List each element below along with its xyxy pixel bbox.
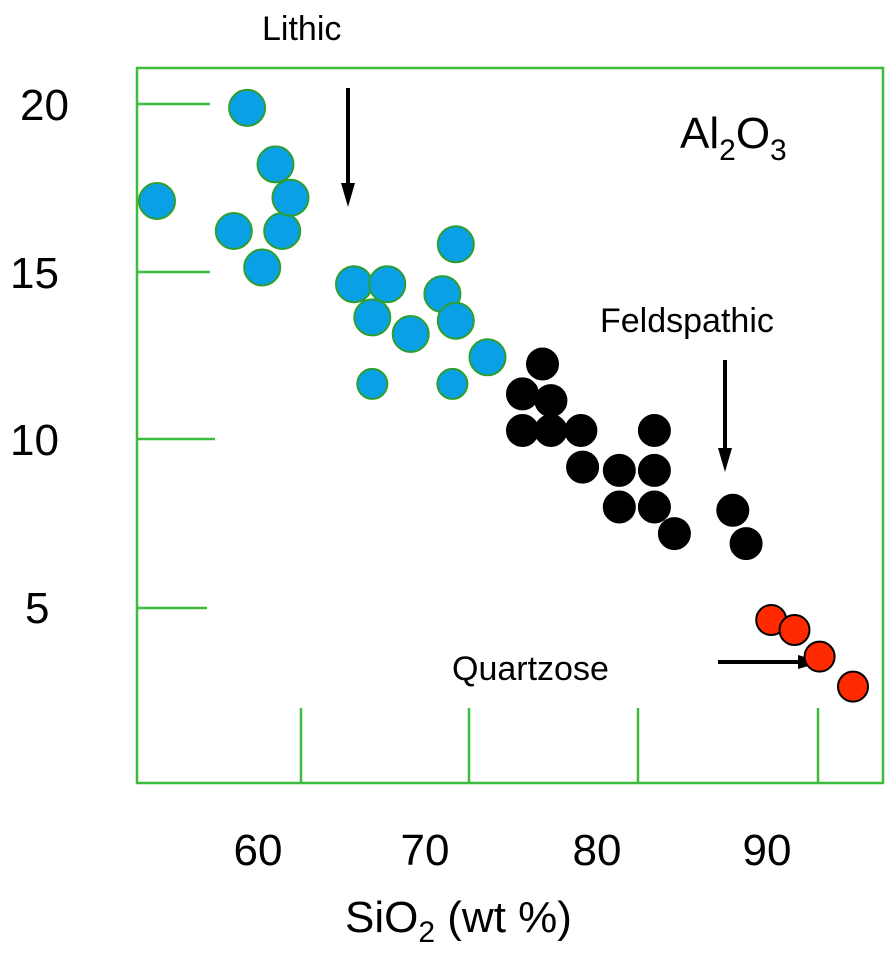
point-feldspathic-10 xyxy=(637,453,671,487)
point-lithic-7 xyxy=(335,265,373,304)
point-quartzose-2 xyxy=(803,640,836,673)
point-lithic-15 xyxy=(436,367,469,400)
inset-label-sub2: 3 xyxy=(770,134,787,167)
point-lithic-1 xyxy=(214,212,253,250)
x-tick-label-60: 60 xyxy=(234,826,283,875)
y-tick-label-10: 10 xyxy=(10,416,59,465)
point-lithic-0 xyxy=(138,182,176,220)
point-lithic-14 xyxy=(356,367,389,400)
point-lithic-9 xyxy=(368,265,407,304)
annotation-arrow-feldspathic xyxy=(718,360,732,472)
point-lithic-12 xyxy=(436,301,475,340)
y-tick-label-20: 20 xyxy=(20,81,69,130)
point-quartzose-3 xyxy=(837,670,869,703)
point-lithic-2 xyxy=(228,88,267,127)
point-lithic-5 xyxy=(263,212,302,250)
point-feldspathic-11 xyxy=(637,490,671,524)
point-lithic-3 xyxy=(243,248,282,287)
x-axis-title-sub: 2 xyxy=(418,916,435,949)
annotation-arrow-lithic xyxy=(341,88,355,207)
point-feldspathic-5 xyxy=(564,414,598,447)
x-tick-label-80: 80 xyxy=(573,826,622,875)
y-tick-label-5: 5 xyxy=(25,584,49,633)
inset-label: Al2O3 xyxy=(680,109,787,167)
x-axis-title: SiO2 (wt %) xyxy=(345,893,572,949)
inset-label-sub1: 2 xyxy=(719,134,736,167)
point-feldspathic-2 xyxy=(526,347,559,381)
point-feldspathic-1 xyxy=(506,414,539,447)
point-lithic-8 xyxy=(353,298,392,337)
point-feldspathic-9 xyxy=(637,414,671,447)
point-feldspathic-14 xyxy=(729,527,763,561)
point-feldspathic-0 xyxy=(506,377,539,411)
y-tick-label-15: 15 xyxy=(10,249,59,298)
point-feldspathic-13 xyxy=(716,493,750,527)
annotation-feldspathic: Feldspathic xyxy=(600,302,774,340)
point-feldspathic-6 xyxy=(566,450,600,484)
point-feldspathic-7 xyxy=(602,453,636,487)
annotation-lithic: Lithic xyxy=(262,10,341,48)
data-points xyxy=(138,88,869,703)
point-feldspathic-4 xyxy=(534,414,568,447)
point-feldspathic-3 xyxy=(534,384,568,418)
annotation-quartzose: Quartzose xyxy=(452,650,609,688)
x-axis-title-rest: (wt %) xyxy=(435,893,572,942)
point-quartzose-1 xyxy=(778,614,811,646)
x-tick-label-70: 70 xyxy=(401,826,450,875)
point-lithic-10 xyxy=(391,315,430,353)
plot-frame xyxy=(135,66,885,785)
inset-label-al: Al xyxy=(680,109,719,158)
x-axis-title-main: SiO xyxy=(345,893,418,942)
point-lithic-4 xyxy=(256,145,295,184)
point-lithic-16 xyxy=(468,338,507,377)
point-feldspathic-8 xyxy=(602,490,636,524)
x-tick-label-90: 90 xyxy=(743,826,792,875)
inset-label-o: O xyxy=(736,109,770,158)
point-lithic-13 xyxy=(436,225,475,264)
point-feldspathic-12 xyxy=(657,517,691,551)
point-lithic-6 xyxy=(271,178,310,217)
